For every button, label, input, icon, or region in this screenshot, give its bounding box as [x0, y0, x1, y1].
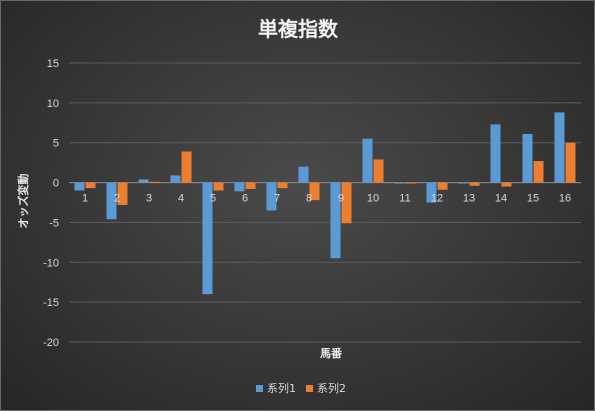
x-tick-label: 12	[431, 193, 443, 205]
bar-series-2	[245, 182, 256, 189]
bar-series-1	[362, 138, 373, 183]
x-tick-label: 1	[82, 193, 88, 205]
bar-series-1	[298, 166, 309, 183]
x-tick-label: 6	[242, 193, 248, 205]
x-tick-label: 14	[495, 193, 507, 205]
y-axis-ticks: 15 10 5 0 -5 -10 -15 -20	[43, 58, 59, 349]
legend-swatch	[256, 385, 263, 392]
bar-series-2	[181, 151, 192, 183]
legend-label: 系列1	[267, 381, 296, 395]
y-tick-label: -5	[49, 217, 59, 229]
x-tick-label: 16	[559, 193, 571, 205]
bar-series-2	[117, 182, 128, 205]
bar-series-1	[522, 133, 533, 183]
bar-series-1	[458, 182, 469, 184]
bar-series-1	[74, 182, 85, 191]
x-tick-label: 5	[210, 193, 216, 205]
x-tick-label: 13	[463, 193, 475, 205]
bar-series-1	[330, 182, 341, 259]
bar-series-1	[106, 182, 117, 220]
bars	[74, 112, 576, 295]
x-tick-label: 8	[306, 193, 312, 205]
bar-series-2	[149, 181, 160, 183]
legend-swatch	[306, 385, 313, 392]
x-tick-label: 10	[367, 193, 379, 205]
bar-series-1	[234, 182, 245, 192]
x-tick-label: 15	[527, 193, 539, 205]
bar-series-1	[394, 182, 405, 184]
legend-label: 系列2	[317, 381, 346, 395]
bar-series-1	[138, 179, 149, 183]
bar-series-2	[373, 159, 384, 183]
bar-series-1	[202, 182, 213, 295]
y-tick-label: 10	[47, 98, 59, 110]
bar-series-2	[565, 142, 576, 183]
bar-series-2	[85, 182, 96, 189]
bar-series-2	[277, 182, 288, 189]
bar-series-2	[309, 182, 320, 201]
y-tick-label: 5	[53, 138, 59, 150]
x-axis-ticks: 1 2 3 4 5 6 7 8 9 10 11 12 13 14 15 16	[82, 193, 571, 205]
legend: 系列1 系列2	[256, 381, 346, 395]
x-tick-label: 4	[178, 193, 184, 205]
x-tick-label: 11	[399, 193, 410, 205]
y-axis-label: オッズ変動	[16, 174, 30, 229]
bar-series-2	[533, 161, 544, 183]
x-tick-label: 9	[338, 193, 344, 205]
bar-series-2	[341, 182, 352, 224]
x-tick-label: 7	[274, 193, 280, 205]
bar-series-1	[554, 112, 565, 183]
bar-series-2	[469, 182, 480, 186]
bar-series-2	[405, 182, 416, 184]
y-tick-label: 15	[47, 58, 59, 70]
bar-series-1	[170, 175, 181, 183]
y-tick-label: 0	[53, 178, 59, 190]
y-tick-label: -20	[43, 337, 59, 349]
bar-series-1	[426, 182, 437, 203]
x-tick-label: 2	[114, 193, 120, 205]
bar-series-1	[490, 124, 501, 183]
chart-title: 単複指数	[258, 17, 339, 41]
bar-series-2	[501, 182, 512, 187]
bar-series-1	[266, 182, 277, 211]
x-tick-label: 3	[146, 193, 152, 205]
bar-series-2	[213, 182, 224, 191]
y-tick-label: -10	[43, 257, 59, 269]
x-axis-label: 馬番	[320, 346, 343, 360]
bar-series-2	[437, 182, 448, 190]
y-tick-label: -15	[43, 297, 59, 309]
